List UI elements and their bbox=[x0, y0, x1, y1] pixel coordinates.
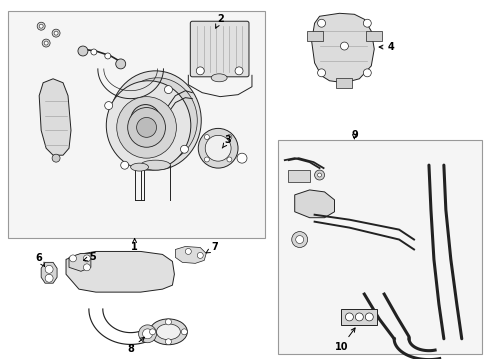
Circle shape bbox=[39, 24, 43, 28]
Polygon shape bbox=[66, 251, 174, 292]
Text: 8: 8 bbox=[127, 337, 145, 354]
Ellipse shape bbox=[131, 105, 161, 136]
Circle shape bbox=[91, 49, 97, 55]
Polygon shape bbox=[294, 190, 335, 218]
Text: 7: 7 bbox=[206, 243, 219, 253]
Circle shape bbox=[166, 319, 171, 325]
Polygon shape bbox=[69, 253, 91, 271]
Circle shape bbox=[185, 248, 191, 255]
Circle shape bbox=[198, 129, 238, 168]
Circle shape bbox=[237, 153, 247, 163]
Circle shape bbox=[166, 339, 171, 345]
Ellipse shape bbox=[117, 96, 176, 158]
Ellipse shape bbox=[110, 71, 201, 170]
Circle shape bbox=[318, 19, 325, 27]
Ellipse shape bbox=[156, 324, 180, 340]
Circle shape bbox=[45, 274, 53, 282]
Bar bbox=[8, 11, 265, 238]
Circle shape bbox=[197, 252, 203, 258]
Text: 6: 6 bbox=[36, 253, 45, 266]
Circle shape bbox=[44, 41, 48, 45]
Circle shape bbox=[204, 157, 209, 162]
Circle shape bbox=[227, 135, 232, 140]
Bar bbox=[278, 140, 482, 354]
Text: 10: 10 bbox=[335, 328, 355, 352]
Circle shape bbox=[105, 53, 111, 59]
Polygon shape bbox=[41, 262, 57, 283]
Text: 3: 3 bbox=[222, 135, 231, 148]
Circle shape bbox=[227, 157, 232, 162]
Circle shape bbox=[315, 170, 324, 180]
Circle shape bbox=[318, 69, 325, 77]
Ellipse shape bbox=[211, 74, 227, 82]
Polygon shape bbox=[175, 247, 206, 264]
Circle shape bbox=[139, 325, 156, 343]
Circle shape bbox=[196, 67, 204, 75]
Circle shape bbox=[42, 39, 50, 47]
Circle shape bbox=[143, 329, 152, 339]
Bar bbox=[337, 78, 352, 88]
Bar bbox=[288, 170, 310, 182]
Circle shape bbox=[363, 69, 371, 77]
Ellipse shape bbox=[149, 319, 187, 345]
Circle shape bbox=[70, 255, 76, 262]
Bar bbox=[367, 31, 382, 41]
Circle shape bbox=[105, 102, 113, 109]
Circle shape bbox=[235, 67, 243, 75]
Circle shape bbox=[341, 42, 348, 50]
Text: 4: 4 bbox=[379, 42, 394, 52]
Circle shape bbox=[366, 313, 373, 321]
Circle shape bbox=[52, 29, 60, 37]
Ellipse shape bbox=[106, 81, 191, 170]
Circle shape bbox=[83, 264, 90, 271]
Bar bbox=[342, 309, 377, 325]
Circle shape bbox=[83, 255, 90, 262]
Circle shape bbox=[204, 135, 209, 140]
Text: 2: 2 bbox=[216, 14, 223, 28]
Circle shape bbox=[292, 231, 308, 247]
Circle shape bbox=[345, 313, 353, 321]
Circle shape bbox=[355, 313, 363, 321]
Text: 1: 1 bbox=[131, 239, 138, 252]
Circle shape bbox=[52, 154, 60, 162]
FancyBboxPatch shape bbox=[190, 21, 249, 77]
Circle shape bbox=[37, 22, 45, 30]
Circle shape bbox=[121, 161, 129, 169]
Circle shape bbox=[116, 59, 125, 69]
Circle shape bbox=[54, 31, 58, 35]
Ellipse shape bbox=[141, 160, 171, 170]
Circle shape bbox=[180, 145, 189, 153]
Circle shape bbox=[363, 19, 371, 27]
Ellipse shape bbox=[118, 78, 197, 163]
Polygon shape bbox=[39, 79, 71, 155]
Circle shape bbox=[45, 265, 53, 273]
Circle shape bbox=[295, 235, 304, 243]
Bar bbox=[307, 31, 322, 41]
Circle shape bbox=[137, 117, 156, 137]
Ellipse shape bbox=[131, 163, 148, 171]
Circle shape bbox=[78, 46, 88, 56]
Text: 9: 9 bbox=[351, 130, 358, 140]
Circle shape bbox=[165, 86, 172, 94]
Circle shape bbox=[181, 329, 187, 335]
Circle shape bbox=[318, 173, 321, 177]
Ellipse shape bbox=[128, 108, 166, 147]
Polygon shape bbox=[312, 13, 374, 83]
Circle shape bbox=[149, 329, 155, 335]
Circle shape bbox=[205, 135, 231, 161]
Text: 5: 5 bbox=[84, 252, 96, 262]
